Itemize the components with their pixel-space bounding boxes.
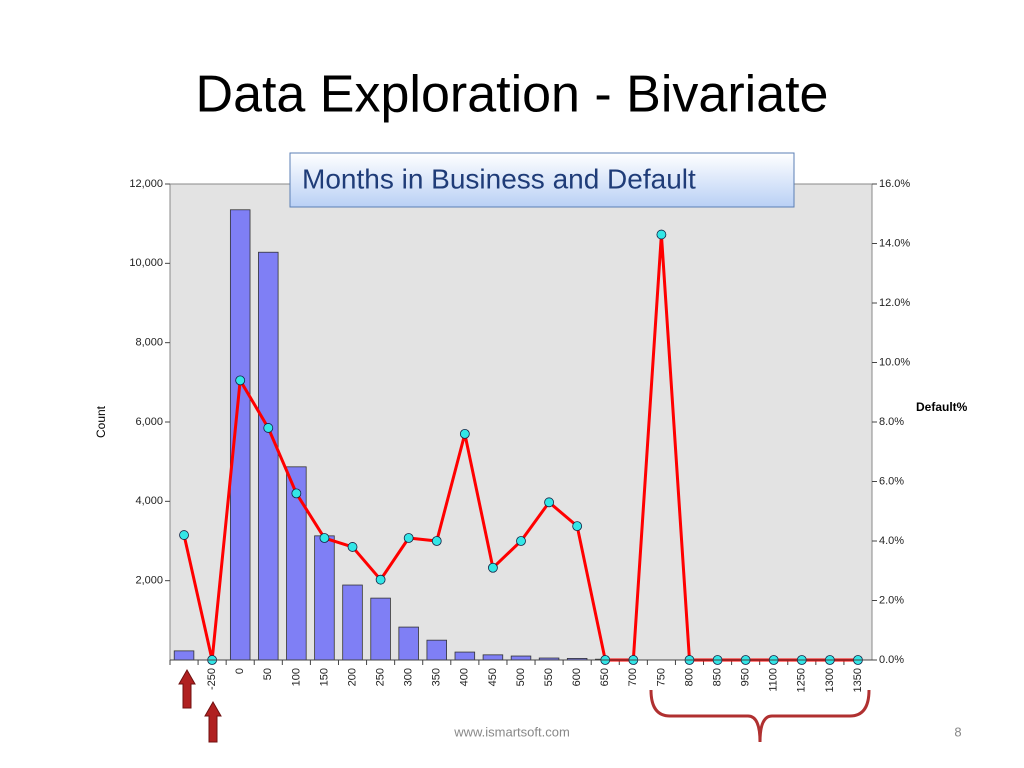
y2-tick-label: 16.0% <box>879 178 910 190</box>
bar <box>314 535 335 661</box>
y2-tick-label: 0.0% <box>879 654 904 666</box>
bar <box>482 654 504 661</box>
x-tick-label: 550 <box>543 668 555 686</box>
bar <box>342 584 363 661</box>
x-tick-label: 400 <box>459 668 471 686</box>
bar <box>426 639 447 661</box>
x-tick-label: 750 <box>655 668 667 686</box>
marker <box>431 536 442 546</box>
x-tick-label: 600 <box>571 668 583 686</box>
marker <box>459 428 470 439</box>
bar <box>398 626 419 661</box>
marker <box>544 497 554 508</box>
y2-tick-label: 6.0% <box>879 475 904 487</box>
bar <box>454 651 476 661</box>
y-tick-label: 8,000 <box>135 337 163 349</box>
arrow <box>204 700 222 743</box>
chart: 2,000 4,000 6,000 8,000 10,000 12,000 0.0% 2.0%… <box>129 178 910 693</box>
marker <box>403 533 414 543</box>
y2-axis-label: Default% <box>916 400 968 414</box>
x-tick-label: -250 <box>206 668 218 690</box>
x-tick-label: 1100 <box>768 668 780 692</box>
x-tick-label: 250 <box>375 668 387 686</box>
y2-tick-label: 2.0% <box>879 594 904 606</box>
x-tick-label: 850 <box>711 668 723 686</box>
x-tick-label: 150 <box>318 668 330 686</box>
x-tick-label: 800 <box>683 668 695 686</box>
marker <box>347 542 358 552</box>
y-tick-label: 10,000 <box>129 257 163 269</box>
x-tick-label: 1350 <box>852 668 864 692</box>
y-axis-label: Count <box>94 405 108 438</box>
bar <box>510 655 532 661</box>
marker <box>291 488 302 499</box>
x-tick-label: 50 <box>262 668 274 680</box>
footer: www.ismartsoft.com <box>453 724 570 739</box>
marker <box>235 375 246 386</box>
y-tick-label: 2,000 <box>135 575 163 587</box>
brace <box>649 689 871 743</box>
x-tick-label: 1300 <box>824 668 836 692</box>
y2-tick-label: 12.0% <box>879 297 910 309</box>
marker <box>179 530 189 540</box>
y2-tick-label: 10.0% <box>879 356 910 368</box>
y-tick-label: 4,000 <box>135 495 163 507</box>
marker <box>488 562 498 573</box>
y-tick-label: 6,000 <box>135 416 163 428</box>
bar <box>370 597 391 661</box>
marker <box>572 521 583 532</box>
x-tick-label: 950 <box>740 668 752 686</box>
x-tick-label: 700 <box>627 668 639 686</box>
page-number: 8 <box>954 724 961 739</box>
y2-tick-label: 4.0% <box>879 535 904 547</box>
chart-title-box <box>289 152 795 208</box>
x-tick-label: 200 <box>346 668 358 686</box>
marker <box>656 229 667 240</box>
marker <box>263 423 274 433</box>
x-tick-label: 1250 <box>796 668 808 692</box>
x-tick-label: 350 <box>431 668 443 686</box>
slide-title: Data Exploration - Bivariate <box>196 66 829 124</box>
y2-tick-label: 8.0% <box>879 416 904 428</box>
y-tick-label: 12,000 <box>129 178 163 190</box>
bar <box>173 650 195 661</box>
marker <box>375 574 386 585</box>
x-tick-label: 450 <box>487 668 499 686</box>
x-tick-label: 100 <box>290 668 302 686</box>
chart-title: Months in Business and Default <box>302 163 696 194</box>
x-tick-label: 0 <box>234 668 246 674</box>
marker <box>516 536 526 546</box>
x-tick-label: 650 <box>599 668 611 686</box>
x-tick-label: 300 <box>403 668 415 686</box>
y2-tick-label: 14.0% <box>879 237 910 249</box>
arrow <box>178 668 196 709</box>
marker <box>319 533 330 543</box>
x-tick-label: 500 <box>515 668 527 686</box>
bar <box>258 251 279 661</box>
